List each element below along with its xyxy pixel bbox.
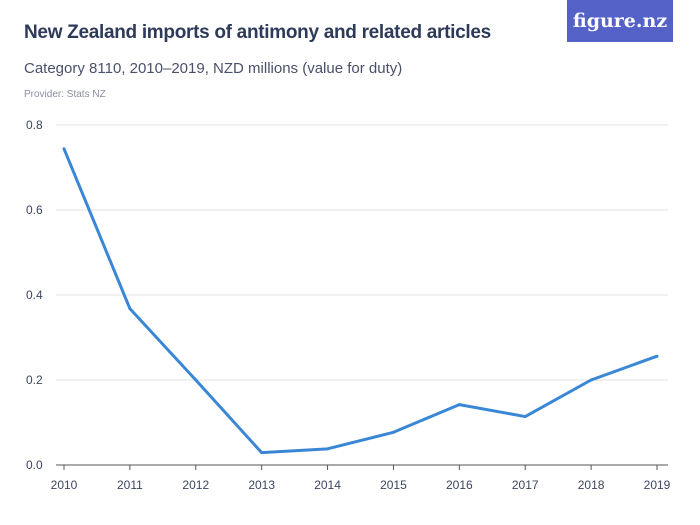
figure-nz-logo[interactable]: figure.nz (567, 0, 673, 42)
x-tick-label: 2011 (117, 478, 143, 492)
chart-subtitle: Category 8110, 2010–2019, NZD millions (… (24, 60, 403, 77)
y-tick-label: 0.6 (26, 203, 43, 217)
x-tick-label: 2014 (314, 478, 341, 492)
series-line (62, 148, 658, 455)
x-tick-label: 2012 (182, 478, 209, 492)
data-point (62, 147, 66, 151)
x-tick-label: 2013 (248, 478, 275, 492)
y-tick-label: 0.8 (26, 118, 43, 132)
x-tick-label: 2016 (446, 478, 473, 492)
x-tick-label: 2015 (380, 478, 407, 492)
data-point (655, 354, 659, 358)
data-point (523, 415, 527, 419)
y-tick-label: 0.4 (26, 288, 43, 302)
y-tick-label: 0.2 (26, 373, 43, 387)
data-point (128, 307, 132, 311)
data-point (391, 430, 395, 434)
chart-title: New Zealand imports of antimony and rela… (24, 22, 491, 43)
x-tick-label: 2010 (51, 478, 78, 492)
data-point (260, 451, 264, 455)
x-tick-label: 2018 (578, 478, 605, 492)
data-point (457, 403, 461, 407)
data-point (326, 447, 330, 451)
provider-note: Provider: Stats NZ (24, 89, 106, 100)
data-point (589, 378, 593, 382)
x-tick-label: 2017 (512, 478, 539, 492)
y-tick-label: 0.0 (26, 458, 43, 472)
x-tick-label: 2019 (644, 478, 671, 492)
data-point (194, 378, 198, 382)
